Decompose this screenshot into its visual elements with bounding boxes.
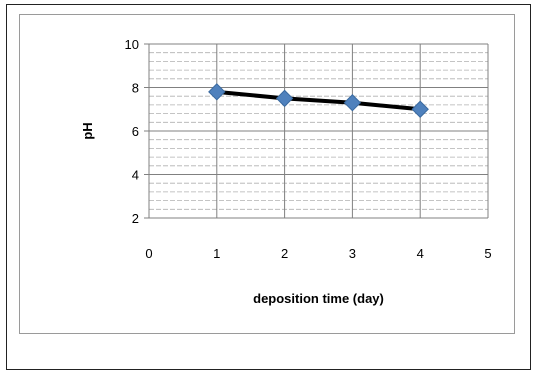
y-tick-label: 8	[132, 81, 139, 96]
x-tick-label: 2	[281, 246, 288, 261]
data-series	[208, 83, 429, 118]
x-tick-label: 5	[484, 246, 491, 261]
x-tick-label: 3	[349, 246, 356, 261]
x-tick-label: 1	[213, 246, 220, 261]
axes	[144, 43, 488, 219]
data-point-marker	[275, 89, 294, 108]
x-axis-title: deposition time (day)	[253, 291, 384, 306]
x-tick-label: 4	[417, 246, 424, 261]
data-point-marker	[411, 100, 429, 118]
x-tick-labels: 0 1 2 3 4 5	[145, 246, 491, 261]
y-tick-label: 6	[132, 124, 139, 139]
y-tick-labels: 2 4 6 8 10	[125, 37, 139, 226]
y-tick-label: 10	[125, 37, 139, 52]
y-tick-label: 2	[132, 211, 139, 226]
y-axis-title: pH	[80, 122, 95, 139]
y-tick-label: 4	[132, 168, 139, 183]
x-tick-label: 0	[145, 246, 152, 261]
data-point-marker	[343, 94, 362, 112]
data-point-marker	[208, 83, 226, 101]
series-line	[216, 89, 421, 112]
gridlines	[149, 43, 489, 218]
